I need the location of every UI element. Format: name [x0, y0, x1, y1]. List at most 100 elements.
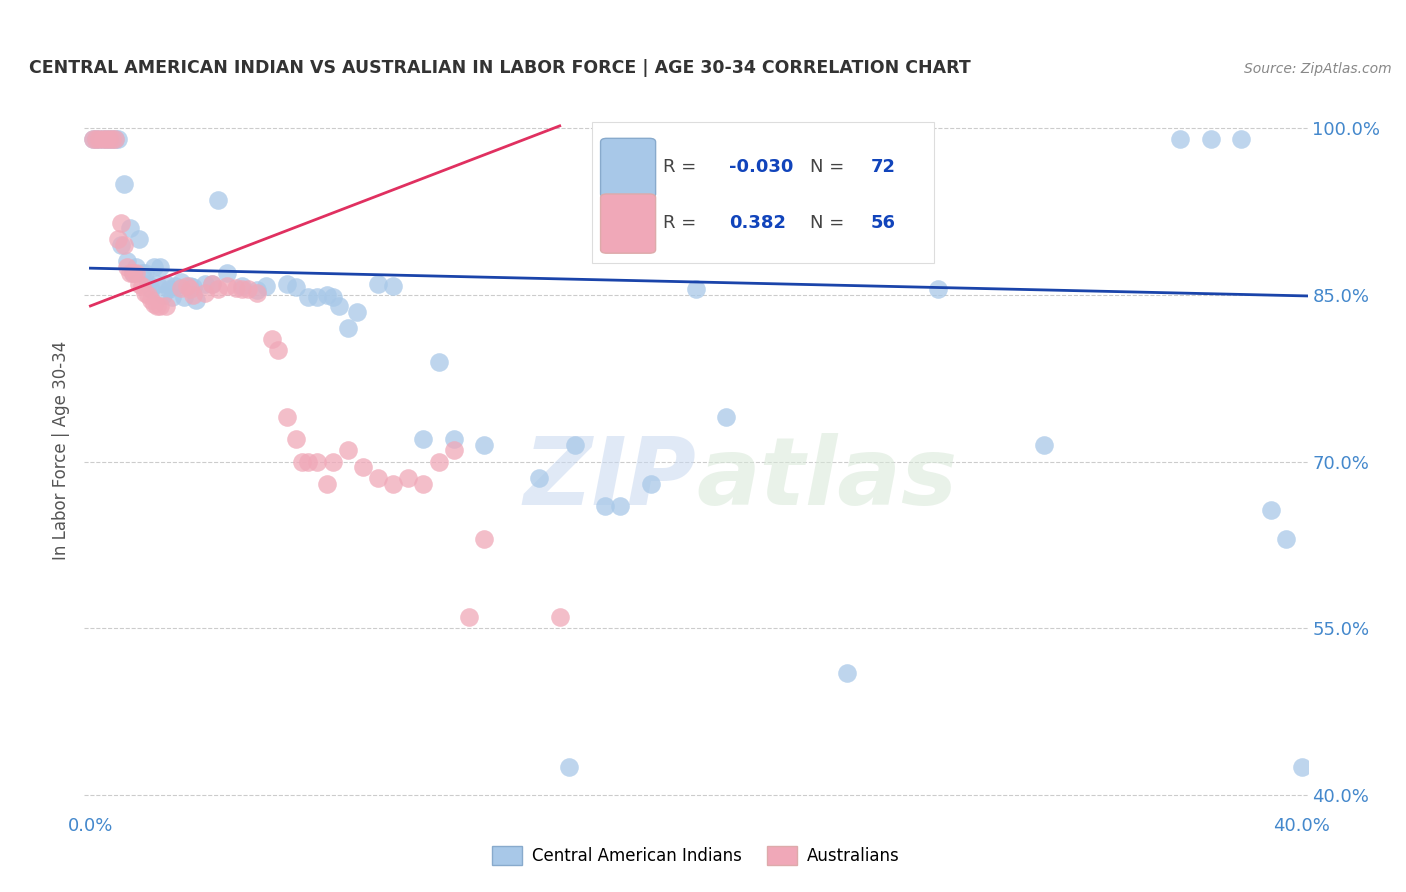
Point [107, 132, 129, 146]
Point [207, 194, 229, 208]
Point [134, 285, 156, 300]
Point [246, 285, 269, 300]
Point [131, 266, 153, 280]
Point [118, 221, 141, 235]
Point [297, 290, 319, 304]
Point [110, 216, 132, 230]
Point [125, 266, 148, 280]
Point [100, 132, 122, 146]
Point [396, 471, 419, 485]
FancyBboxPatch shape [600, 138, 655, 198]
Point [143, 260, 166, 274]
Point [118, 266, 141, 280]
Point [1170, 132, 1192, 146]
Point [1291, 760, 1313, 774]
Point [231, 279, 253, 293]
Point [254, 279, 277, 293]
Point [194, 285, 217, 300]
Point [112, 177, 135, 191]
Point [1230, 132, 1253, 146]
Point [472, 533, 495, 547]
Point [97, 132, 120, 146]
Point [89, 132, 111, 146]
Text: CENTRAL AMERICAN INDIAN VS AUSTRALIAN IN LABOR FORCE | AGE 30-34 CORRELATION CHA: CENTRAL AMERICAN INDIAN VS AUSTRALIAN IN… [30, 59, 972, 77]
Text: N =: N = [810, 214, 849, 232]
Point [267, 343, 290, 358]
Point [472, 438, 495, 452]
Point [367, 471, 389, 485]
Point [336, 443, 359, 458]
Point [160, 290, 183, 304]
Point [285, 280, 308, 294]
Point [307, 454, 329, 468]
Point [382, 279, 405, 293]
Point [1275, 533, 1298, 547]
Legend: Central American Indians, Australians: Central American Indians, Australians [485, 839, 907, 872]
Point [91, 132, 114, 146]
Point [110, 237, 132, 252]
Point [146, 299, 169, 313]
Point [262, 332, 284, 346]
Point [94, 132, 117, 146]
Point [104, 132, 127, 146]
Point [82, 132, 104, 146]
Point [134, 266, 156, 280]
Point [173, 290, 195, 304]
Point [457, 610, 479, 624]
FancyBboxPatch shape [600, 194, 655, 253]
Point [307, 290, 329, 304]
Point [139, 293, 162, 308]
FancyBboxPatch shape [592, 121, 935, 262]
Point [336, 321, 359, 335]
Point [527, 471, 550, 485]
Point [157, 282, 180, 296]
Point [548, 610, 571, 624]
Point [115, 260, 138, 274]
Point [346, 304, 368, 318]
Point [82, 132, 104, 146]
Point [128, 232, 150, 246]
Point [200, 277, 222, 291]
Point [609, 499, 631, 513]
Point [139, 282, 162, 296]
Point [165, 279, 187, 293]
Point [146, 277, 169, 291]
Point [183, 288, 205, 302]
Point [352, 460, 374, 475]
Text: ZIP: ZIP [523, 434, 696, 525]
Point [215, 266, 238, 280]
Point [121, 266, 143, 280]
Y-axis label: In Labor Force | Age 30-34: In Labor Force | Age 30-34 [52, 341, 70, 560]
Point [322, 290, 344, 304]
Point [143, 297, 166, 311]
Point [155, 277, 177, 291]
Point [125, 260, 148, 274]
Point [136, 288, 159, 302]
Point [1199, 132, 1222, 146]
Point [104, 132, 127, 146]
Point [183, 280, 205, 294]
Point [564, 438, 586, 452]
Point [86, 132, 108, 146]
Point [131, 279, 153, 293]
Point [207, 282, 229, 296]
Point [328, 299, 350, 313]
Point [322, 454, 344, 468]
Point [291, 454, 314, 468]
Point [276, 277, 298, 291]
Point [194, 277, 217, 291]
Point [593, 499, 616, 513]
Point [170, 275, 193, 289]
Point [427, 354, 450, 368]
Point [121, 266, 143, 280]
Point [315, 476, 337, 491]
Point [315, 288, 337, 302]
Point [94, 132, 117, 146]
Point [236, 282, 259, 296]
Point [155, 299, 177, 313]
Point [186, 293, 208, 308]
Point [640, 476, 662, 491]
Point [412, 433, 434, 447]
Point [115, 254, 138, 268]
Point [443, 433, 465, 447]
